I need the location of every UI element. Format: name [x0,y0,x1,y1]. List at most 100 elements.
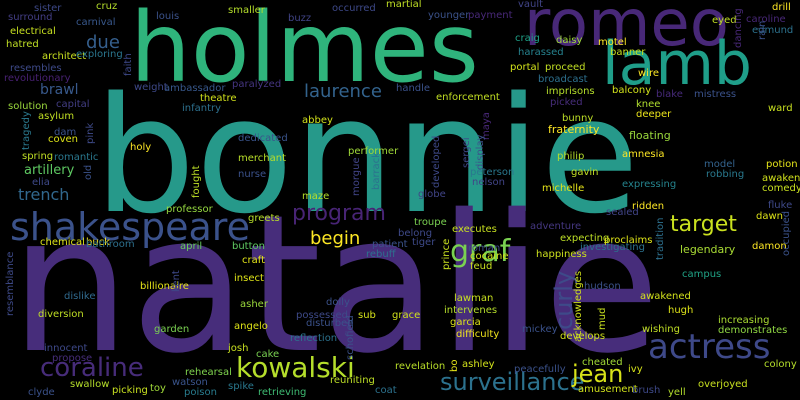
word-expressing: expressing [622,179,677,190]
word-banner: banner [610,47,646,58]
word-legendary: legendary [680,243,736,256]
word-awakened: awakened [640,291,691,302]
word-artillery: artillery [24,163,75,178]
word-schofield: schofield [345,315,356,360]
word-josh: josh [228,343,249,354]
word-romantic: romantic [54,152,99,163]
word-picking: picking [112,385,148,396]
word-reflection: reflection [290,333,338,344]
word-electrical: electrical [10,26,56,37]
word-vault: vault [518,0,544,10]
word-roman: roman [468,243,501,254]
word-toy: toy [150,383,166,394]
word-potion: potion [766,159,798,170]
word-damon: damon [752,241,787,252]
word-angelo: angelo [234,321,268,332]
word-bo: bo [449,359,460,372]
word-architect: architect [42,51,87,62]
word-belong: belong [398,228,433,239]
word-knee: knee [636,99,661,110]
word-fought: fought [191,165,202,198]
word-disturbed: disturbed [306,318,354,329]
word-morgue: morgue [351,157,362,196]
word-carnival: carnival [76,17,116,28]
word-model: model [704,159,736,170]
word-campus: campus [682,269,722,280]
word-tradition: tradition [655,217,666,260]
word-barrack: barrack [371,152,382,190]
word-actress: actress [648,327,771,367]
word-bonnie: bonnie [94,62,640,249]
word-increasing: increasing [718,315,770,326]
word-wishing: wishing [642,324,680,335]
word-jean: jean [572,360,624,388]
word-hugh: hugh [668,305,694,316]
word-handle: handle [396,83,431,94]
word-greets: greets [248,213,280,224]
word-kowalski: kowalski [236,351,355,384]
word-diversion: diversion [38,309,84,320]
word-amnesia: amnesia [622,149,665,160]
word-infantry: infantry [182,103,222,114]
word-tragedy: tragedy [21,111,32,150]
word-poison: poison [184,387,217,398]
word-pink: pink [85,122,96,144]
word-drill: drill [772,2,791,13]
word-solution: solution [8,101,48,112]
word-develops: develops [560,331,606,342]
word-blake: blake [656,89,683,100]
word-performer: performer [348,146,399,157]
word-prince: prince [441,238,452,270]
word-fraternity: fraternity [548,123,600,136]
word-trench: trench [18,185,70,204]
word-spike: spike [228,381,254,392]
word-smaller: smaller [228,5,265,16]
word-awaken: awaken [762,173,800,184]
word-reuniting: reuniting [330,375,375,386]
word-sergei: sergei [461,137,472,168]
word-intervenes: intervenes [444,305,498,316]
word-louis: louis [156,11,180,22]
word-balcony: balcony [612,85,652,96]
word-floating: floating [629,129,671,142]
word-robbing: robbing [706,169,745,180]
word-merchant: merchant [238,153,287,164]
word-troupe: troupe [414,217,447,228]
word-enforcement: enforcement [436,92,500,103]
word-daisy: daisy [556,35,583,46]
word-proclaims: proclaims [604,235,653,246]
word-shakespeare: shakespeare [10,205,250,249]
word-brawl: brawl [40,82,79,98]
word-executes: executes [452,224,497,235]
word-cocaine: cocaine [470,251,509,262]
word-payment: payment [468,10,513,21]
word-dam: dam [54,127,77,138]
word-peacefully: peacefully [514,364,566,375]
word-spring: spring [22,151,54,162]
word-target: target [670,212,737,237]
word-asylum: asylum [38,111,75,122]
word-graf: graf [450,234,511,269]
word-tiger: tiger [412,237,436,248]
word-edmund: edmund [752,25,794,36]
word-revelation: revelation [395,361,446,372]
word-sub: sub [358,310,376,321]
word-ivy: ivy [628,364,643,375]
word-broadcast: broadcast [538,74,588,85]
word-demonstrates: demonstrates [718,325,788,336]
word-abbey: abbey [302,115,333,126]
word-watson: watson [172,377,208,388]
word-picked: picked [550,97,583,108]
word-chemical: chemical [40,237,85,248]
word-retrieving: retrieving [258,387,307,398]
word-bunny: bunny [562,113,594,124]
word-kent: kent [171,270,182,292]
word-cake: cake [256,349,280,360]
word-motel: motel [598,37,627,48]
word-dawn: dawn [756,211,783,222]
word-eyed: eyed [712,15,737,26]
word-globe: globe [418,189,446,200]
word-garcia: garcia [450,317,481,328]
word-rebuff: rebuff [366,249,396,260]
